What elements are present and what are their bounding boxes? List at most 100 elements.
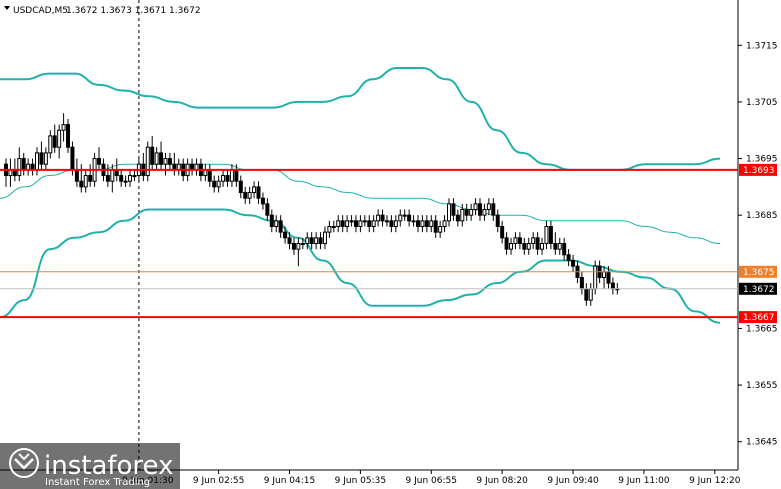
- candle: [283, 226, 288, 244]
- price-tick-label: 1.3695: [746, 155, 778, 165]
- candle: [433, 215, 438, 238]
- candle: [88, 164, 93, 187]
- candle: [464, 203, 469, 221]
- level-lines: 1.3693 1.3675 1.3667: [0, 163, 777, 324]
- candle: [66, 118, 71, 153]
- candle: [57, 124, 62, 159]
- time-tick-label: 9 Jun 04:15: [264, 476, 315, 486]
- candle: [495, 209, 500, 233]
- level-tag: [739, 163, 777, 176]
- candle: [526, 237, 531, 255]
- candle: [216, 175, 221, 193]
- candle: [300, 237, 305, 250]
- candle: [513, 232, 518, 250]
- price-tick-label: 1.3705: [746, 98, 778, 108]
- candle: [318, 232, 323, 250]
- time-tick-label: 9 Jun 08:20: [476, 476, 528, 486]
- candle: [371, 215, 376, 233]
- candle: [247, 186, 252, 204]
- price-tick-label: 1.3715: [746, 41, 778, 51]
- time-tick-label: 9 Jun 05:35: [335, 476, 386, 486]
- candle: [380, 209, 385, 227]
- candle: [535, 232, 540, 255]
- candle: [97, 147, 102, 170]
- candle: [540, 237, 545, 255]
- current-price-label: 1.3672: [743, 285, 775, 295]
- candle: [557, 237, 562, 255]
- watermark-brand: instaforex: [44, 451, 173, 481]
- candle: [119, 169, 124, 187]
- candle: [442, 215, 447, 233]
- candle: [150, 135, 155, 170]
- candle: [553, 232, 558, 255]
- candle: [128, 169, 133, 187]
- candle: [367, 215, 372, 233]
- candle: [362, 215, 367, 227]
- candle: [225, 169, 230, 187]
- candle: [455, 209, 460, 227]
- price-tick-label: 1.3645: [746, 438, 778, 448]
- candle: [238, 175, 243, 199]
- candle: [252, 181, 257, 199]
- bollinger-middle-line: [0, 163, 721, 244]
- candle: [305, 232, 310, 250]
- time-tick-label: 9 Jun 11:00: [618, 476, 670, 486]
- candle: [132, 169, 137, 182]
- price-axis: 1.3715 1.3705 1.3695 1.3685 1.3665 1.3655 1.36…: [738, 41, 778, 448]
- candle: [411, 215, 416, 227]
- candle: [562, 237, 567, 261]
- candle: [278, 215, 283, 238]
- candle: [389, 215, 394, 233]
- candle: [83, 169, 88, 193]
- candle: [163, 152, 168, 176]
- candle: [256, 181, 261, 204]
- candle: [296, 237, 301, 267]
- price-tick-label: 1.3665: [746, 324, 778, 334]
- candle: [309, 232, 314, 250]
- candle: [517, 232, 522, 250]
- candle: [504, 232, 509, 255]
- candle: [287, 232, 292, 250]
- current-price: 1.3672: [0, 282, 777, 295]
- candle: [349, 215, 354, 227]
- watermark-tagline: Instant Forex Trading: [45, 477, 150, 488]
- candle: [145, 141, 150, 182]
- candle: [345, 215, 350, 233]
- candle: [407, 209, 412, 227]
- candle: [358, 215, 363, 233]
- candle: [17, 147, 22, 182]
- candle: [420, 215, 425, 233]
- candle: [438, 220, 443, 238]
- price-tick-label: 1.3685: [746, 211, 778, 221]
- candle: [509, 237, 514, 255]
- candle: [265, 198, 270, 221]
- candle: [544, 220, 549, 250]
- candle: [398, 209, 403, 227]
- candle: [393, 215, 398, 233]
- level-tag: [739, 311, 777, 324]
- candle: [522, 237, 527, 255]
- candle: [469, 203, 474, 221]
- candle: [61, 113, 66, 142]
- candle: [376, 209, 381, 227]
- candle: [48, 130, 53, 159]
- triangle-down-icon: [4, 6, 10, 10]
- candle: [384, 215, 389, 227]
- candle: [105, 164, 110, 187]
- candle: [159, 141, 164, 170]
- level-tag-label: 1.3667: [743, 313, 775, 323]
- time-tick-label: 9 Jun 06:55: [406, 476, 457, 486]
- candle: [415, 215, 420, 233]
- level-tag-label: 1.3693: [743, 166, 775, 176]
- candle: [402, 209, 407, 221]
- time-tick-label: 9 Jun 09:40: [547, 476, 599, 486]
- candle: [478, 198, 483, 221]
- time-tick-label: 9 Jun 02:55: [193, 476, 244, 486]
- candle: [548, 220, 553, 250]
- level-tag: [739, 265, 777, 278]
- candle: [123, 175, 128, 187]
- current-price-tag: [739, 282, 777, 295]
- candle: [327, 220, 332, 238]
